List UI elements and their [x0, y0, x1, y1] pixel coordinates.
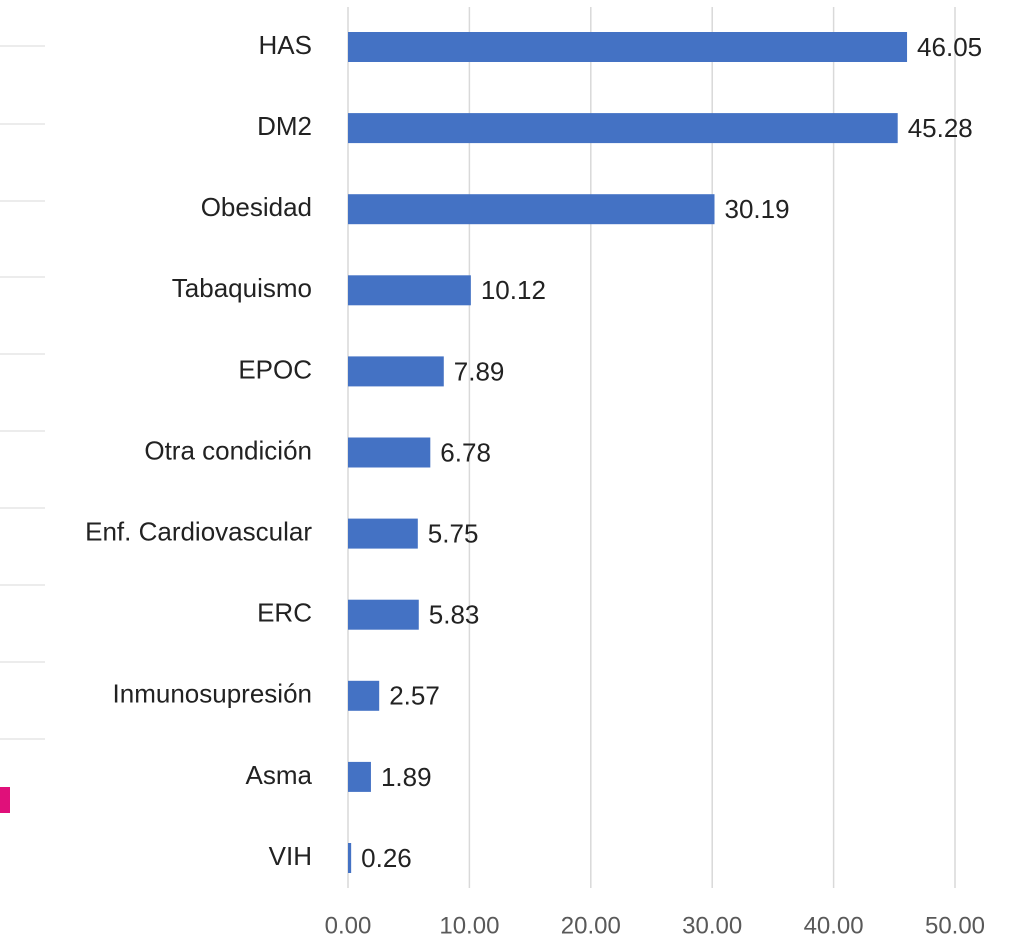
bar [348, 194, 715, 225]
y-tick-label: VIH [269, 841, 312, 871]
value-label: 5.75 [428, 518, 479, 548]
value-label: 46.05 [917, 32, 982, 62]
bar [348, 518, 418, 549]
y-tick-label: DM2 [257, 111, 312, 141]
y-tick-label: Tabaquismo [172, 273, 312, 303]
x-tick-label: 50.00 [925, 912, 985, 939]
y-tick-label: HAS [259, 30, 312, 60]
y-tick-label: Obesidad [201, 192, 312, 222]
y-tick-label: ERC [257, 598, 312, 628]
bar [348, 680, 380, 711]
value-label: 6.78 [440, 437, 491, 467]
y-tick-label: Enf. Cardiovascular [85, 516, 312, 546]
value-label: 45.28 [908, 113, 973, 143]
x-tick-label: 10.00 [439, 912, 499, 939]
value-label: 10.12 [481, 275, 546, 305]
y-tick-label: EPOC [238, 354, 312, 384]
x-tick-label: 30.00 [682, 912, 742, 939]
bar [348, 599, 419, 630]
value-label: 7.89 [454, 356, 505, 386]
bar [348, 32, 908, 62]
bar [348, 761, 371, 792]
bar [348, 843, 352, 873]
bar [348, 275, 471, 306]
value-label: 30.19 [725, 194, 790, 224]
cropped-neighbor-chart [0, 45, 45, 813]
value-label: 2.57 [389, 681, 440, 711]
y-tick-label: Asma [246, 760, 313, 790]
bar [348, 437, 431, 468]
bar [348, 113, 898, 144]
y-tick-label: Inmunosupresión [113, 679, 312, 709]
decor-bar [0, 787, 10, 813]
value-label: 0.26 [361, 843, 412, 873]
bar [348, 356, 444, 387]
x-tick-label: 40.00 [804, 912, 864, 939]
x-tick-label: 0.00 [325, 912, 372, 939]
value-label: 5.83 [429, 600, 480, 630]
value-label: 1.89 [381, 762, 432, 792]
y-tick-label: Otra condición [144, 435, 312, 465]
x-tick-label: 20.00 [561, 912, 621, 939]
